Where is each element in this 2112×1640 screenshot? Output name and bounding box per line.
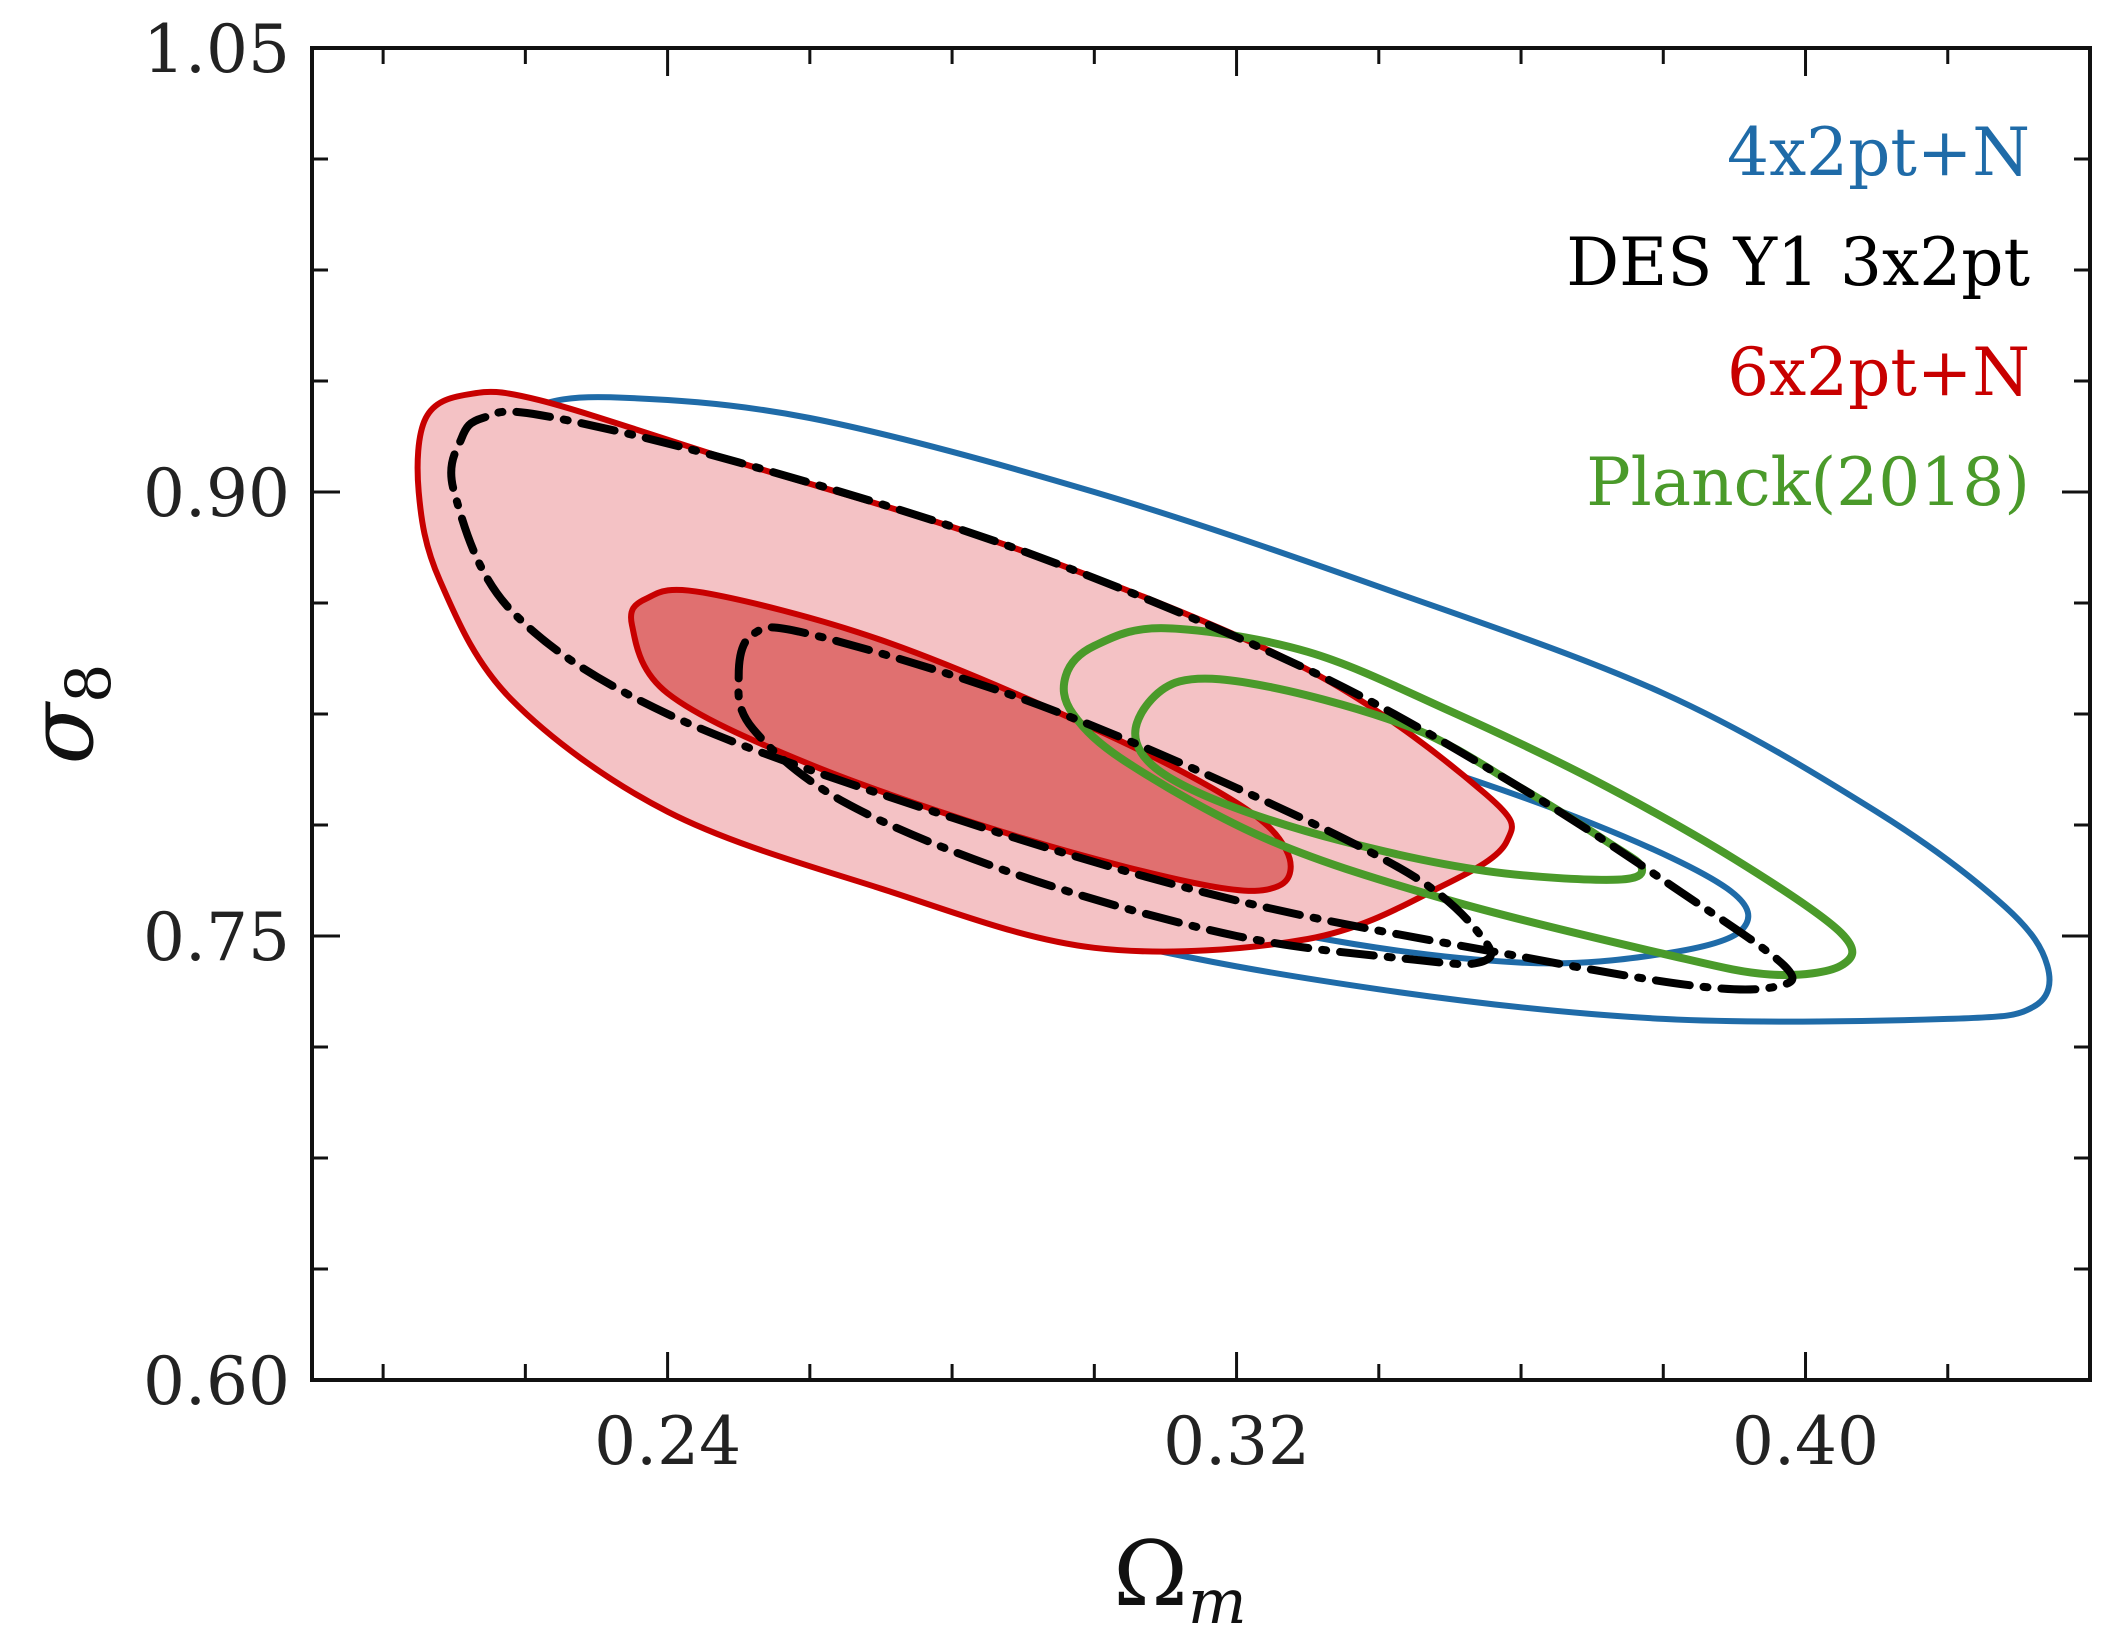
contour-layer — [414, 388, 2053, 1025]
contour-des-y1-3x2pt-outer — [447, 407, 1797, 994]
axis-ticks — [312, 46, 2092, 1382]
x-axis-title-subscript: m — [1188, 1565, 1247, 1638]
y-tick-label: 0.75 — [143, 899, 290, 976]
y-tick-label: 1.05 — [143, 11, 290, 88]
y-axis-title: σ8 — [9, 664, 125, 765]
x-axis-title-symbol: Ω — [1113, 1522, 1188, 1627]
legend-entry: 4x2pt+N — [1727, 114, 2030, 191]
contour-planck-2018-outer — [1059, 624, 1857, 979]
contour-des-y1-3x2pt-inner — [734, 623, 1495, 969]
y-axis-title-subscript: 8 — [52, 664, 125, 703]
legend: 4x2pt+N DES Y1 3x2pt 6x2pt+N Planck(2018) — [1566, 114, 2030, 521]
legend-entry: DES Y1 3x2pt — [1566, 224, 2030, 301]
y-tick-label: 0.90 — [143, 455, 290, 532]
x-tick-label: 0.24 — [594, 1403, 741, 1480]
legend-entry: 6x2pt+N — [1727, 334, 2030, 411]
x-axis-title: Ωm — [1113, 1522, 1246, 1638]
y-tick-label: 0.60 — [143, 1343, 290, 1420]
x-tick-label: 0.32 — [1163, 1403, 1310, 1480]
y-axis-title-symbol: σ — [9, 700, 114, 764]
tick-labels: 0.24 0.32 0.40 0.60 0.75 0.90 1.05 — [143, 11, 1879, 1480]
legend-entry: Planck(2018) — [1586, 444, 2030, 521]
x-tick-label: 0.40 — [1732, 1403, 1879, 1480]
